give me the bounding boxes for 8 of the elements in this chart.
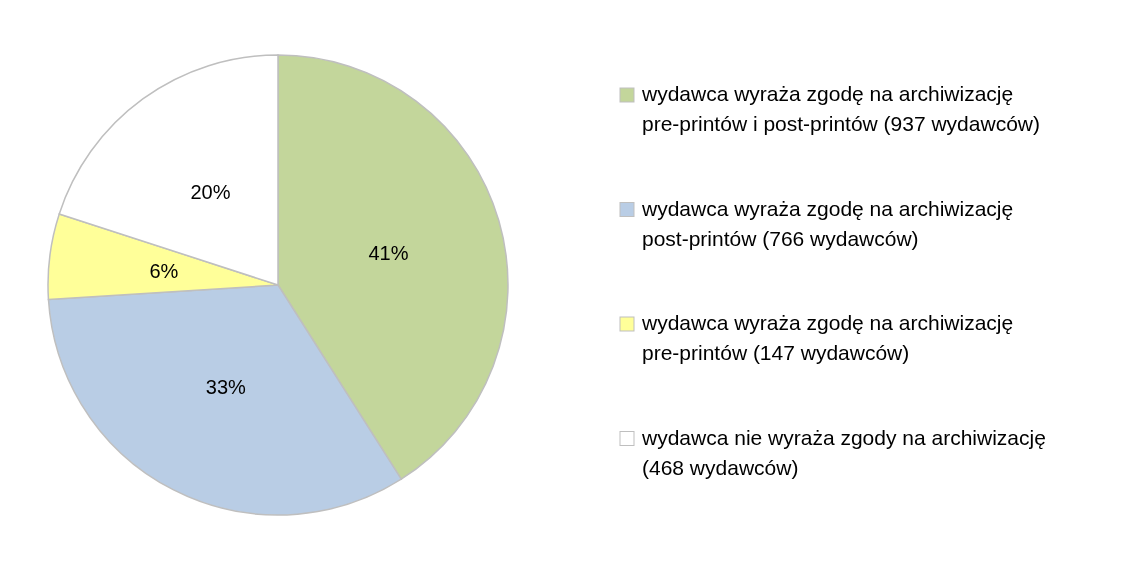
data-label: 41% bbox=[368, 241, 409, 264]
data-label: 20% bbox=[190, 180, 231, 203]
legend-label: wydawca wyraża zgodę na archiwizację post-printów (766 wydawców) bbox=[641, 196, 1014, 250]
legend-label: wydawca wyraża zgodę na archiwizację pre-printów (147 wydawców) bbox=[641, 311, 1014, 364]
data-label: 6% bbox=[149, 259, 179, 282]
data-label: 33% bbox=[205, 376, 247, 399]
legend-label: wydawca nie wyraża zgody na archiwizację (468 wydawców) bbox=[641, 425, 1046, 479]
legend-label: wydawca wyraża zgodę na archiwizację pre-printów i post-printów (937 wydawców) bbox=[641, 82, 1040, 135]
